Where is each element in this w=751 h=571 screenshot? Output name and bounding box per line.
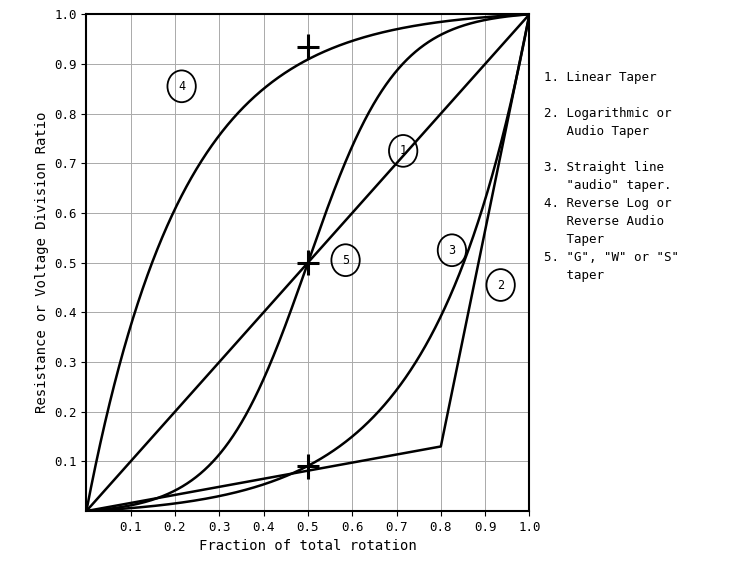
Text: 5: 5 — [342, 254, 349, 267]
Text: 1: 1 — [400, 144, 407, 158]
Text: 3: 3 — [448, 244, 455, 257]
Text: 1. Linear Taper

2. Logarithmic or
   Audio Taper

3. Straight line
   "audio" t: 1. Linear Taper 2. Logarithmic or Audio … — [544, 71, 680, 283]
Text: 4: 4 — [178, 80, 185, 93]
Y-axis label: Resistance or Voltage Division Ratio: Resistance or Voltage Division Ratio — [35, 112, 49, 413]
Text: 2: 2 — [497, 279, 504, 292]
X-axis label: Fraction of total rotation: Fraction of total rotation — [199, 540, 417, 553]
